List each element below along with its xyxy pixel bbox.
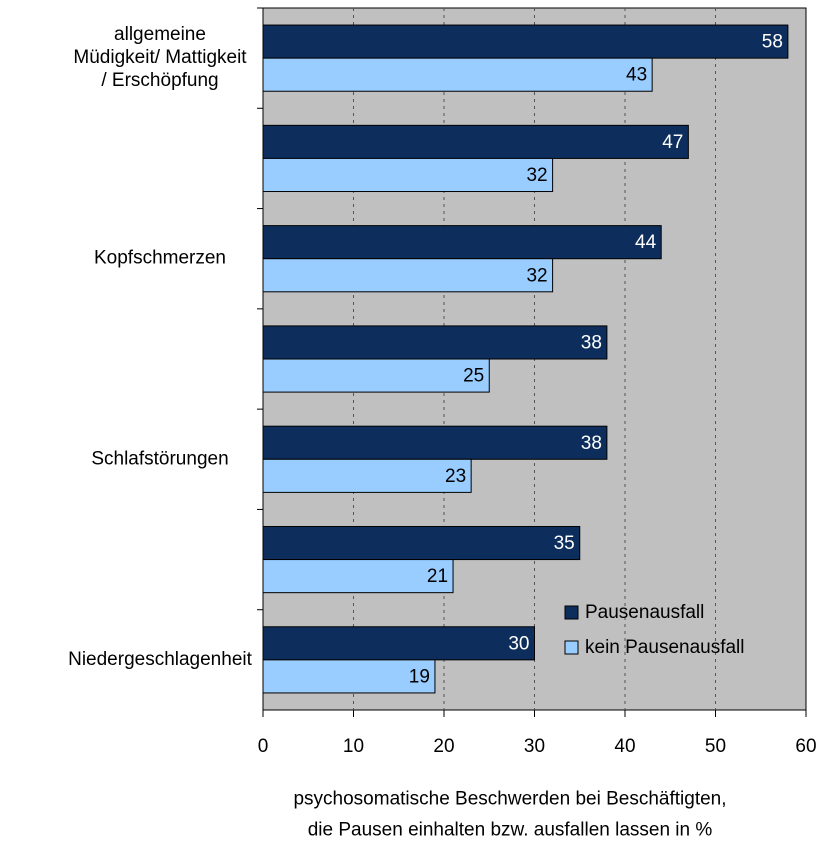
bar <box>262 458 472 493</box>
bar <box>262 425 608 460</box>
legend-swatch <box>564 640 579 655</box>
x-tick-label: 40 <box>614 736 635 757</box>
value-label: 32 <box>526 165 547 186</box>
value-label: 38 <box>581 433 602 454</box>
bar <box>262 124 689 159</box>
bar <box>262 525 581 561</box>
value-label: 44 <box>635 232 657 253</box>
bar <box>262 258 554 293</box>
x-tick-label: 10 <box>343 736 364 757</box>
x-axis-title: psychosomatische Beschwerden bei Beschäf… <box>293 789 726 841</box>
value-label: 35 <box>554 533 575 554</box>
value-label: 38 <box>581 332 602 353</box>
bar <box>262 24 789 59</box>
bar <box>262 559 454 594</box>
x-tick-label: 30 <box>524 736 545 757</box>
value-label: 58 <box>762 32 783 53</box>
bar <box>262 157 554 193</box>
y-tick-label: Kopfschmerzen <box>94 248 226 269</box>
bar <box>262 325 608 360</box>
value-label: 47 <box>662 132 683 153</box>
bar <box>262 225 662 260</box>
y-tick-label: Niedergeschlagenheit <box>68 649 253 670</box>
x-tick-label: 60 <box>795 736 816 757</box>
value-label: 23 <box>445 466 466 487</box>
value-label: 43 <box>626 65 647 86</box>
value-label: 30 <box>508 633 529 654</box>
bar <box>262 57 653 92</box>
bar <box>262 626 535 661</box>
legend-swatch <box>564 605 579 620</box>
bar <box>262 358 490 393</box>
value-label: 32 <box>526 265 547 286</box>
legend-label: Pausenausfall <box>585 602 704 623</box>
y-tick-label: Schlafstörungen <box>91 448 228 469</box>
value-label: 19 <box>409 666 430 687</box>
y-tick-label: allgemeine Müdigkeit/ Mattigkeit / Erschöp… <box>73 24 247 91</box>
value-label: 25 <box>463 366 484 387</box>
legend-label: kein Pausenausfall <box>585 637 745 658</box>
x-tick-label: 50 <box>705 736 726 757</box>
x-tick-label: 0 <box>258 736 269 757</box>
value-label: 21 <box>427 566 448 587</box>
x-tick-label: 20 <box>433 736 454 757</box>
